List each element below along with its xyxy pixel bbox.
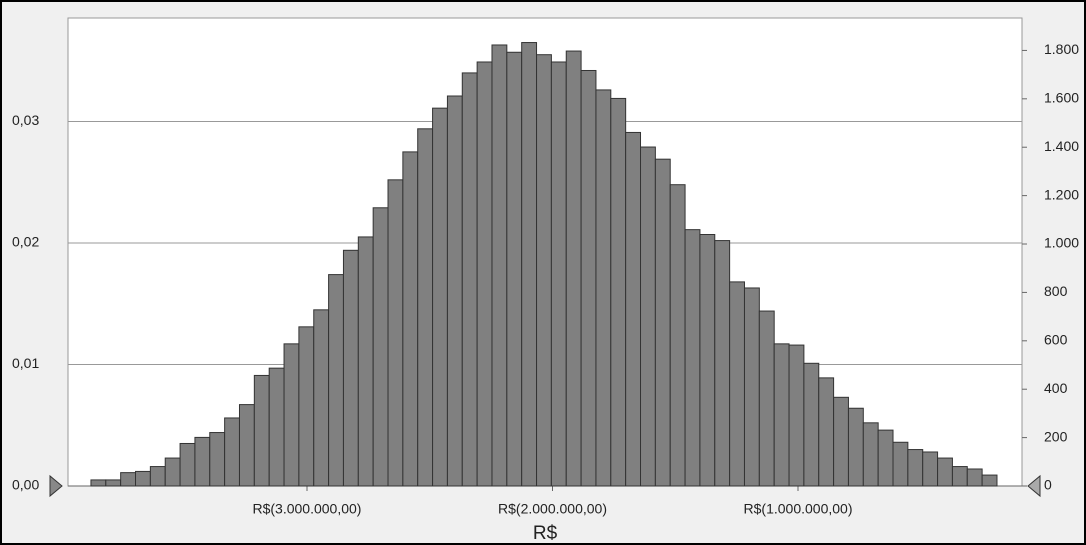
bar: [432, 107, 448, 487]
bar: [461, 72, 478, 487]
y-tick-label: 0,01: [12, 355, 39, 371]
bar: [714, 240, 731, 487]
bar: [862, 422, 879, 487]
bar: [907, 449, 924, 487]
bar: [937, 457, 953, 487]
bar: [179, 442, 196, 487]
x-tick-label: R$(1.000.000,00): [744, 501, 853, 517]
bar: [506, 51, 523, 487]
bar: [833, 396, 849, 487]
bar: [966, 468, 983, 487]
y2-tick-label: 1.000: [1044, 235, 1079, 251]
bar: [877, 429, 894, 487]
bar: [194, 436, 211, 487]
bar: [283, 343, 300, 487]
left-slider: [49, 474, 63, 498]
bar: [951, 466, 968, 487]
bar: [298, 326, 315, 487]
bar: [253, 374, 270, 487]
y2-tick-label: 200: [1044, 428, 1068, 444]
bar: [847, 407, 864, 487]
y2-tick-label: 600: [1044, 332, 1068, 348]
bar: [224, 417, 240, 487]
bar: [238, 404, 255, 487]
bar: [491, 44, 508, 487]
bar: [699, 234, 716, 487]
x-axis-label: R$: [533, 523, 558, 544]
y-tick-label: 0,00: [12, 477, 39, 493]
bar: [357, 236, 374, 487]
y2-tick-label: 0: [1044, 477, 1052, 493]
bar: [328, 274, 344, 487]
bar: [595, 89, 612, 487]
bar: [669, 184, 686, 487]
y2-tick-label: 1.800: [1044, 41, 1079, 57]
bar: [476, 61, 493, 487]
bar: [209, 432, 226, 487]
y2-tick-label: 1.400: [1044, 138, 1079, 154]
y-tick-label: 0,03: [12, 112, 39, 128]
bar: [521, 42, 538, 487]
bar: [773, 343, 790, 487]
bar: [818, 377, 835, 487]
bar: [803, 362, 820, 487]
bar: [417, 128, 434, 487]
bar: [120, 472, 137, 487]
bar: [149, 466, 166, 487]
bar: [654, 158, 671, 487]
bar: [313, 309, 330, 487]
x-tick-label: R$(2.000.000,00): [498, 501, 607, 517]
bar: [788, 344, 805, 487]
bar: [105, 479, 122, 487]
bar: [372, 207, 389, 487]
bar: [387, 179, 404, 487]
bar: [135, 470, 151, 487]
y-tick-label: 0,02: [12, 234, 39, 250]
right-slider: [1027, 474, 1041, 498]
bar: [90, 479, 107, 487]
bar: [402, 151, 419, 487]
bar: [268, 367, 285, 487]
bar: [640, 146, 656, 487]
bar: [684, 229, 701, 487]
bar: [446, 95, 463, 487]
bar: [625, 131, 642, 487]
bar: [743, 287, 760, 487]
y2-tick-label: 1.200: [1044, 186, 1079, 202]
bar: [758, 310, 775, 487]
x-tick-label: R$(3.000.000,00): [253, 501, 362, 517]
bar: [550, 61, 567, 487]
bar: [580, 69, 597, 487]
bar: [610, 97, 627, 487]
bar: [565, 50, 582, 487]
bar: [342, 249, 359, 487]
y2-tick-label: 1.600: [1044, 90, 1079, 106]
bar: [164, 457, 181, 487]
bar: [922, 451, 939, 487]
bar: [536, 54, 552, 487]
bar: [729, 281, 745, 487]
bar: [981, 474, 998, 487]
y2-tick-label: 800: [1044, 283, 1068, 299]
y2-tick-label: 400: [1044, 380, 1068, 396]
bar: [892, 441, 909, 487]
